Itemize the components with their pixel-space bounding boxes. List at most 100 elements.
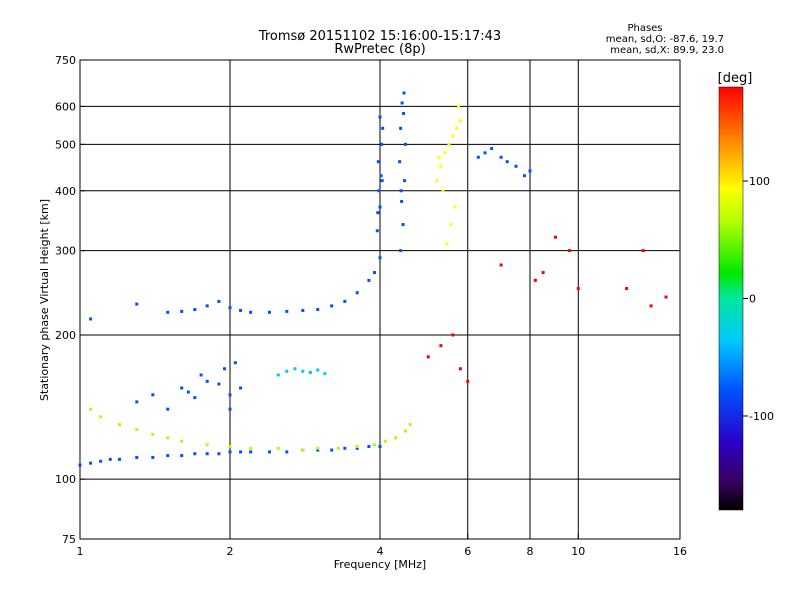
data-point — [89, 461, 93, 465]
data-point — [249, 446, 253, 450]
data-point — [217, 299, 221, 303]
data-point — [499, 263, 503, 267]
data-point — [193, 308, 197, 312]
data-point — [285, 450, 289, 454]
colorbar-tick-label: 100 — [749, 175, 770, 188]
data-point — [316, 308, 320, 312]
data-point — [89, 407, 93, 411]
data-point — [367, 278, 371, 282]
data-point — [402, 91, 406, 95]
data-point — [228, 407, 232, 411]
data-point — [343, 299, 347, 303]
colorbar-tick-label: 0 — [749, 293, 756, 306]
data-point — [355, 291, 359, 295]
data-point — [399, 189, 403, 193]
data-point — [228, 306, 232, 310]
data-point — [135, 427, 139, 431]
data-points — [78, 91, 668, 467]
data-point — [403, 179, 407, 183]
data-point — [205, 443, 209, 447]
y-tick-label: 75 — [62, 533, 76, 546]
data-point — [151, 455, 155, 459]
data-point — [401, 223, 405, 227]
data-point — [447, 142, 451, 146]
data-point — [408, 423, 412, 427]
data-point — [285, 369, 289, 373]
data-point — [576, 287, 580, 291]
data-point — [186, 390, 190, 394]
colorbar — [718, 86, 744, 511]
data-point — [378, 205, 382, 209]
data-point — [108, 457, 112, 461]
data-point — [381, 126, 385, 130]
data-point — [443, 151, 447, 155]
x-tick-label: 16 — [673, 545, 687, 558]
data-point — [378, 256, 382, 260]
data-point — [89, 317, 93, 321]
data-point — [399, 126, 403, 130]
data-point — [373, 271, 377, 275]
data-point — [439, 344, 443, 348]
data-point — [330, 448, 334, 452]
data-point — [455, 126, 459, 130]
y-tick-labels: 75 100 200 300 400 500 600 750 — [55, 54, 76, 546]
data-point — [293, 367, 297, 371]
data-point — [373, 443, 377, 447]
chart-subtitle: RwPretec (8p) — [334, 42, 425, 57]
data-point — [205, 379, 209, 383]
data-point — [217, 452, 221, 456]
data-point — [383, 439, 387, 443]
data-point — [380, 142, 384, 146]
data-point — [394, 436, 398, 440]
data-point — [403, 142, 407, 146]
data-point — [199, 373, 203, 377]
data-point — [355, 446, 359, 450]
data-point — [166, 454, 170, 458]
data-point — [400, 101, 404, 105]
x-tick-label: 6 — [464, 545, 471, 558]
stats-heading: Phases — [627, 23, 662, 34]
data-point — [117, 423, 121, 427]
data-point — [99, 415, 103, 419]
colorbar-ticks: 100 0 -100 — [743, 175, 774, 423]
data-point — [523, 174, 527, 178]
data-point — [343, 446, 347, 450]
data-point — [476, 155, 480, 159]
data-point — [451, 333, 455, 337]
data-point — [205, 304, 209, 308]
data-point — [239, 386, 243, 390]
data-point — [135, 455, 139, 459]
data-point — [180, 386, 184, 390]
data-point — [223, 367, 227, 371]
data-point — [193, 396, 197, 400]
data-point — [267, 310, 271, 314]
data-point — [330, 304, 334, 308]
data-point — [308, 370, 312, 374]
data-point — [323, 372, 327, 376]
data-point — [378, 115, 382, 119]
data-point — [398, 160, 402, 164]
data-point — [166, 407, 170, 411]
data-point — [239, 450, 243, 454]
data-point — [233, 361, 237, 365]
data-point — [378, 444, 382, 448]
x-axis-label: Frequency [MHz] — [334, 558, 426, 571]
data-point — [379, 174, 383, 178]
data-point — [499, 155, 503, 159]
data-point — [205, 452, 209, 456]
data-point — [505, 160, 509, 164]
data-point — [249, 310, 253, 314]
x-tick-labels: 1 2 4 6 8 10 16 — [77, 545, 688, 558]
data-point — [451, 134, 455, 138]
data-point — [316, 446, 320, 450]
data-point — [228, 393, 232, 397]
plot-area — [78, 59, 681, 540]
data-point — [316, 368, 320, 372]
data-point — [228, 450, 232, 454]
data-point — [285, 309, 289, 313]
y-tick-label: 400 — [55, 185, 76, 198]
data-point — [151, 432, 155, 436]
data-point — [316, 448, 320, 452]
data-point — [78, 463, 82, 467]
